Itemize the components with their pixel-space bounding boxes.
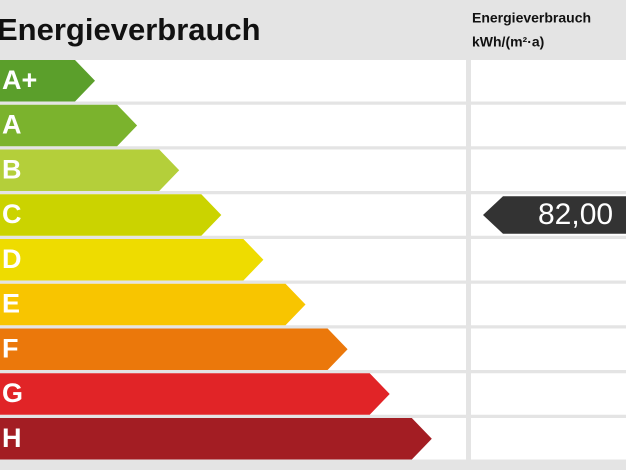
class-arrow (0, 328, 348, 370)
row-right (471, 149, 626, 191)
row-right (471, 418, 626, 460)
class-label: H (2, 423, 22, 453)
class-label: G (2, 378, 23, 408)
class-label: E (2, 289, 20, 319)
class-label: C (2, 199, 22, 229)
class-arrow (0, 283, 306, 326)
class-arrow (0, 194, 222, 236)
row-right (471, 104, 626, 147)
row-right (471, 328, 626, 370)
class-label: A+ (2, 65, 37, 95)
value-arrow (483, 196, 626, 234)
row-right (471, 60, 626, 102)
row-right (471, 373, 626, 415)
class-arrow (0, 104, 138, 147)
class-label: F (2, 333, 19, 363)
class-arrow (0, 60, 95, 102)
row-right (471, 239, 626, 281)
title: Energieverbrauch (0, 12, 261, 47)
column-unit: kWh/(m²·a) (472, 34, 544, 50)
class-arrow (0, 373, 390, 415)
class-label: B (2, 154, 22, 184)
column-title: Energieverbrauch (472, 10, 591, 26)
class-arrow (0, 418, 432, 460)
class-label: A (2, 110, 22, 140)
class-arrow (0, 239, 264, 281)
class-arrow (0, 149, 180, 191)
class-label: D (2, 244, 22, 274)
row-right (471, 283, 626, 326)
value-label: 82,00 (538, 198, 613, 231)
